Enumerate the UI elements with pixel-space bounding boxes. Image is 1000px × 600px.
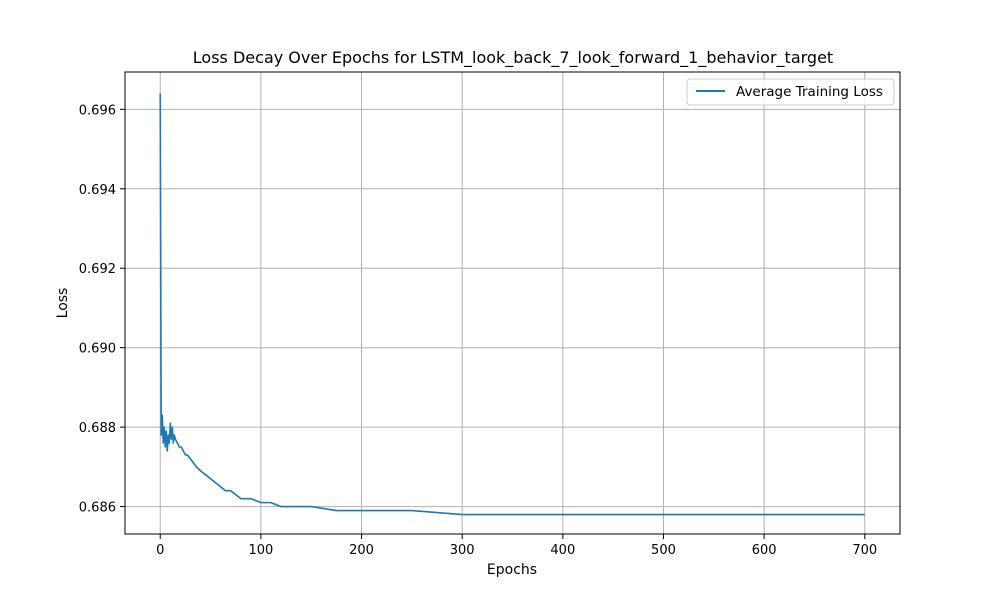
legend-box xyxy=(686,78,895,106)
x-tick-label: 100 xyxy=(248,543,273,558)
y-tick-label: 0.696 xyxy=(79,103,116,118)
y-tick-label: 0.686 xyxy=(79,501,116,516)
y-tick-label: 0.690 xyxy=(79,342,116,357)
series-line-average-training-loss xyxy=(159,93,865,516)
plot-frame xyxy=(124,71,901,535)
legend: Average Training Loss xyxy=(686,78,895,106)
x-tick-label: 500 xyxy=(651,543,676,558)
chart-title: Loss Decay Over Epochs for LSTM_look_bac… xyxy=(193,48,833,68)
y-tick-label: 0.688 xyxy=(79,421,116,436)
y-axis-ticks: 0.686 0.688 0.690 0.692 0.694 0.696 xyxy=(79,103,125,516)
axes xyxy=(124,71,901,535)
x-tick-label: 400 xyxy=(550,543,575,558)
y-axis-label: Loss xyxy=(55,288,71,319)
grid-lines xyxy=(125,72,900,534)
x-tick-label: 600 xyxy=(752,543,777,558)
x-tick-label: 700 xyxy=(852,543,877,558)
series-layer xyxy=(159,93,865,516)
x-tick-label: 300 xyxy=(450,543,475,558)
x-tick-label: 0 xyxy=(156,543,164,558)
y-tick-label: 0.692 xyxy=(79,262,116,277)
x-axis-ticks: 0 100 200 300 400 500 600 700 xyxy=(156,534,877,558)
x-tick-label: 200 xyxy=(349,543,374,558)
x-axis-label: Epochs xyxy=(487,562,537,578)
y-tick-label: 0.694 xyxy=(79,183,116,198)
legend-entry-average-training-loss: Average Training Loss xyxy=(736,84,883,100)
